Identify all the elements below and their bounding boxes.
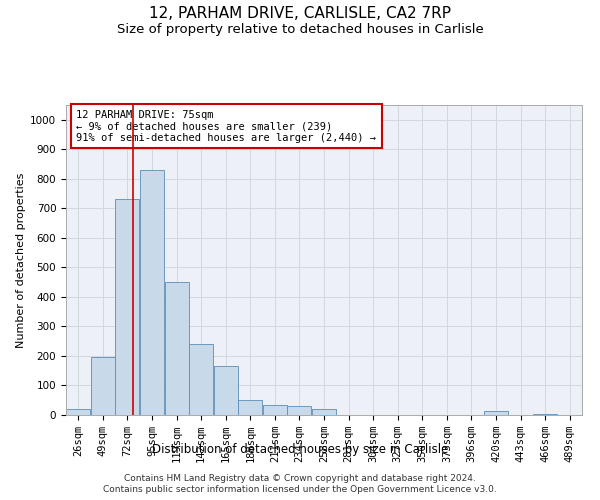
- Text: Size of property relative to detached houses in Carlisle: Size of property relative to detached ho…: [116, 22, 484, 36]
- Bar: [287, 406, 311, 415]
- Bar: [66, 409, 91, 415]
- Bar: [91, 358, 115, 415]
- Text: Contains public sector information licensed under the Open Government Licence v3: Contains public sector information licen…: [103, 485, 497, 494]
- Text: Contains HM Land Registry data © Crown copyright and database right 2024.: Contains HM Land Registry data © Crown c…: [124, 474, 476, 483]
- Bar: [263, 404, 287, 415]
- Bar: [484, 410, 508, 415]
- Y-axis label: Number of detached properties: Number of detached properties: [16, 172, 26, 348]
- Text: 12, PARHAM DRIVE, CARLISLE, CA2 7RP: 12, PARHAM DRIVE, CARLISLE, CA2 7RP: [149, 6, 451, 20]
- Text: 12 PARHAM DRIVE: 75sqm
← 9% of detached houses are smaller (239)
91% of semi-det: 12 PARHAM DRIVE: 75sqm ← 9% of detached …: [76, 110, 376, 143]
- Bar: [115, 200, 139, 415]
- Text: Distribution of detached houses by size in Carlisle: Distribution of detached houses by size …: [152, 442, 448, 456]
- Bar: [140, 170, 164, 415]
- Bar: [164, 282, 188, 415]
- Bar: [238, 400, 262, 415]
- Bar: [312, 409, 336, 415]
- Bar: [214, 366, 238, 415]
- Bar: [189, 344, 213, 415]
- Bar: [533, 414, 557, 415]
